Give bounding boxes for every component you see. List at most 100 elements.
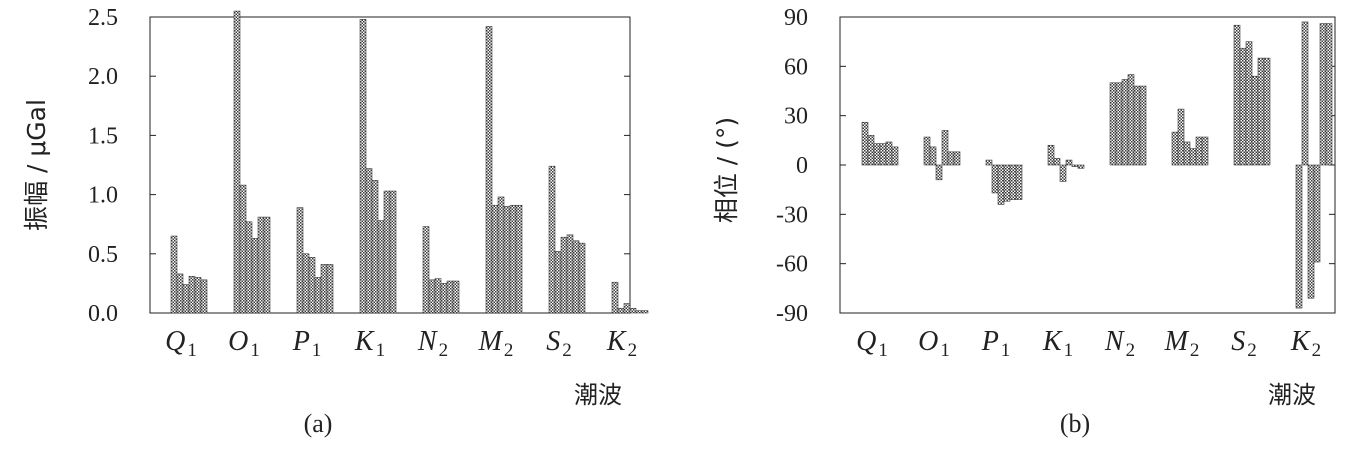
bar	[941, 130, 949, 166]
bar	[308, 257, 316, 314]
bar	[1189, 148, 1197, 166]
bar	[1003, 164, 1011, 202]
category-letter: K	[354, 326, 375, 357]
bar	[515, 204, 523, 314]
bar	[629, 307, 637, 314]
y-tick-label: 60	[784, 54, 808, 80]
bar	[611, 281, 619, 314]
bar	[1109, 82, 1117, 166]
category-subscript: 2	[562, 340, 572, 361]
y-tick-label: 1.0	[88, 183, 118, 209]
bar	[1313, 164, 1321, 263]
bar	[389, 190, 397, 314]
bar	[1139, 85, 1147, 166]
category-letter: K	[1290, 326, 1311, 357]
bar	[985, 159, 993, 166]
bar	[1263, 57, 1271, 166]
category-letter: O	[228, 326, 248, 357]
bar	[1009, 164, 1017, 200]
bar	[251, 238, 259, 314]
y-axis-tick-labels: 0.0 0.5 1.0 1.5 2.0 2.5	[88, 5, 118, 327]
category-letter: K	[1042, 326, 1063, 357]
y-tick-label: -60	[776, 252, 808, 278]
bar	[200, 279, 208, 314]
bar	[1301, 21, 1309, 166]
category-subscript: 2	[439, 340, 449, 361]
category-letter: P	[981, 326, 999, 357]
y-tick-label: 0.5	[88, 242, 118, 268]
bar	[578, 242, 586, 314]
bar	[997, 164, 1005, 205]
bar	[497, 196, 505, 314]
x-axis-label: 潮波	[1268, 381, 1316, 409]
bar	[1053, 158, 1061, 166]
bar	[257, 216, 265, 314]
bar	[885, 141, 893, 166]
panel-label: (b)	[1060, 409, 1090, 438]
bar	[176, 273, 184, 314]
bar	[1201, 136, 1209, 166]
y-tick-label: 0.0	[88, 301, 118, 327]
bar	[1127, 74, 1135, 166]
bar	[446, 280, 454, 314]
bar	[491, 204, 499, 314]
bar	[1121, 79, 1129, 166]
bar	[1115, 82, 1123, 166]
bar	[233, 10, 241, 314]
bars	[170, 10, 649, 314]
category-letter: M	[478, 326, 504, 357]
bar	[947, 151, 955, 166]
y-tick-label: 2.5	[88, 5, 118, 31]
bar	[296, 207, 304, 314]
bar	[440, 283, 448, 314]
bar	[1239, 47, 1247, 166]
y-tick-label: 90	[784, 5, 808, 31]
bar	[641, 310, 649, 314]
bar	[377, 220, 385, 314]
category-subscript: 1	[312, 340, 322, 361]
bar	[1325, 23, 1333, 166]
bar	[1257, 57, 1265, 166]
bar	[188, 275, 196, 314]
category-letter: K	[606, 326, 627, 357]
category-subscript: 2	[1312, 340, 1322, 361]
y-tick-label: 2.0	[88, 64, 118, 90]
bar	[1319, 23, 1327, 166]
bar	[371, 180, 379, 314]
x-axis-label: 潮波	[574, 381, 622, 409]
bar	[302, 253, 310, 314]
bar	[509, 204, 517, 314]
category-letter: Q	[165, 326, 185, 357]
bar	[1059, 164, 1067, 182]
bar	[383, 190, 391, 314]
bar	[365, 168, 373, 314]
bar	[1133, 85, 1141, 166]
y-tick-label: -30	[776, 202, 808, 228]
bar	[572, 240, 580, 314]
bar	[245, 221, 253, 314]
panel-label: (a)	[304, 409, 333, 438]
bar	[428, 279, 436, 314]
bar	[873, 143, 881, 166]
bar	[1183, 141, 1191, 166]
category-subscript: 1	[1064, 340, 1074, 361]
category-letter: N	[1104, 326, 1125, 357]
bar	[861, 121, 869, 166]
bar	[1307, 164, 1315, 299]
category-subscript: 1	[940, 340, 950, 361]
bar	[554, 251, 562, 314]
bars	[861, 21, 1333, 309]
bar	[314, 277, 322, 314]
bar	[879, 143, 887, 166]
